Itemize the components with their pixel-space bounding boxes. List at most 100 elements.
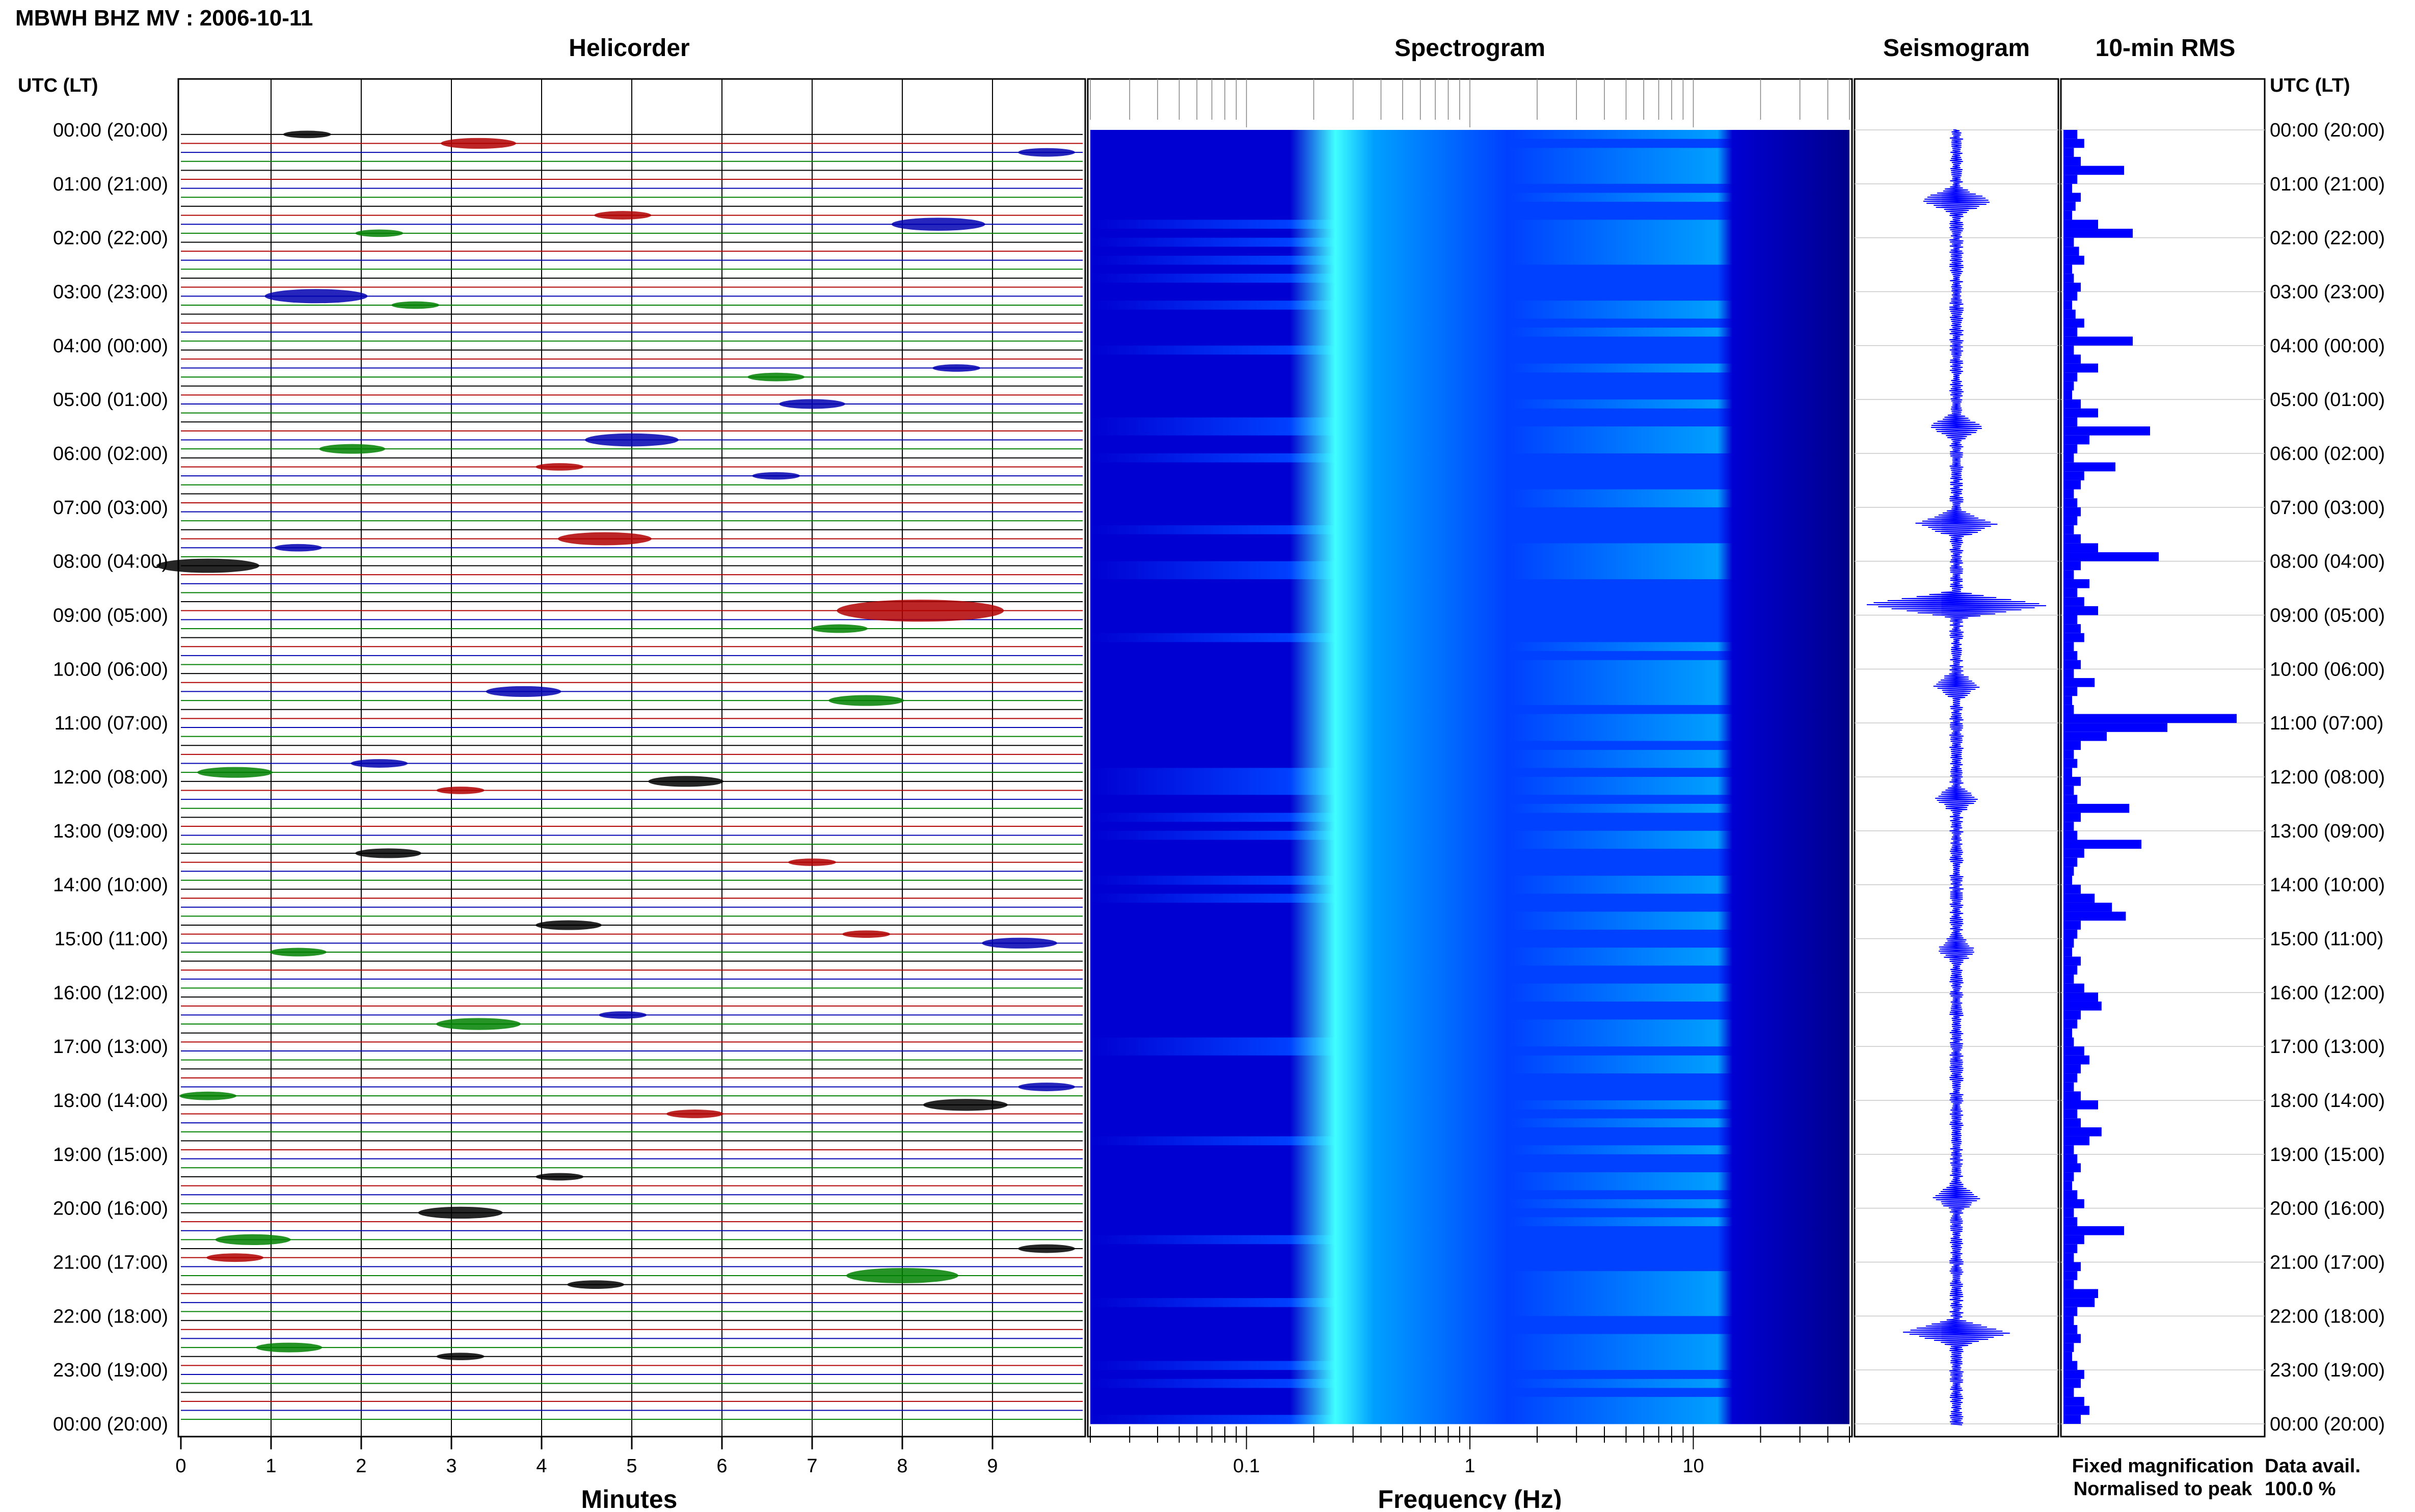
rms-bar xyxy=(2063,390,2072,400)
spectrogram-row xyxy=(1090,1145,1849,1155)
helicorder-event xyxy=(1018,1244,1076,1253)
helicorder-event xyxy=(585,433,679,447)
time-label-right: 03:00 (23:00) xyxy=(2270,282,2385,303)
spectrogram-row xyxy=(1090,444,1849,454)
station-title: MBWH BHZ MV : 2006-10-11 xyxy=(15,6,313,31)
spectrogram-row xyxy=(1090,381,1849,391)
rms-bar xyxy=(2063,696,2072,705)
rms-bar xyxy=(2063,1262,2081,1272)
spectrogram-x-tick-label: 0.1 xyxy=(1233,1455,1260,1477)
helicorder-event xyxy=(557,532,652,546)
spectrogram-row xyxy=(1090,1235,1849,1245)
rms-bar xyxy=(2063,193,2081,202)
spectrogram-row xyxy=(1090,390,1849,400)
time-label-right: 09:00 (05:00) xyxy=(2270,605,2385,627)
rms-bar xyxy=(2063,1064,2081,1074)
rms-bar xyxy=(2063,992,2098,1002)
rms-bar xyxy=(2063,1199,2084,1208)
spectrogram-row xyxy=(1090,1172,1849,1182)
rms-bar xyxy=(2063,1010,2081,1020)
time-label-left: 00:00 (20:00) xyxy=(53,120,168,141)
helicorder-x-tick-label: 6 xyxy=(716,1455,727,1477)
rms-bar xyxy=(2063,1415,2081,1424)
helicorder-event xyxy=(599,1011,647,1019)
rms-bar xyxy=(2063,1325,2078,1334)
rms-bar xyxy=(2063,1154,2078,1164)
helicorder-event xyxy=(264,289,368,304)
time-label-right: 12:00 (08:00) xyxy=(2270,767,2385,788)
time-label-left: 20:00 (16:00) xyxy=(53,1198,168,1220)
spectrogram-row xyxy=(1090,579,1849,589)
rms-bar xyxy=(2063,813,2081,822)
spectrogram-row xyxy=(1090,884,1849,894)
spectrogram-row xyxy=(1090,175,1849,184)
helicorder-event xyxy=(891,218,985,231)
rms-bar xyxy=(2063,516,2078,526)
spectrogram-row xyxy=(1090,399,1849,409)
spectrogram-row xyxy=(1090,328,1849,337)
time-labels-left: 00:00 (20:00) 01:00 (21:00) 02:00 (22:00) 0… xyxy=(53,120,168,1435)
helicorder-x-tick-label: 8 xyxy=(897,1455,907,1477)
rms-bar xyxy=(2063,1163,2081,1173)
spectrogram-row xyxy=(1090,992,1849,1002)
time-label-left: 19:00 (15:00) xyxy=(53,1144,168,1166)
spectrogram-row xyxy=(1090,183,1849,193)
spectrogram-row xyxy=(1090,840,1849,849)
spectrogram-row xyxy=(1090,1217,1849,1227)
helicorder-event xyxy=(486,686,561,697)
spectrogram-row xyxy=(1090,669,1849,679)
rms-bar xyxy=(2063,318,2084,328)
time-label-right: 02:00 (22:00) xyxy=(2270,228,2385,249)
rms-bar xyxy=(2063,148,2074,157)
rms-bar xyxy=(2063,1334,2081,1343)
spectrogram-row xyxy=(1090,345,1849,355)
spectrogram-row xyxy=(1090,1343,1849,1353)
time-label-left: 05:00 (01:00) xyxy=(53,389,168,411)
rms-bar xyxy=(2063,1181,2072,1191)
helicorder-event xyxy=(270,948,327,957)
time-label-right: 22:00 (18:00) xyxy=(2270,1306,2385,1327)
spectrogram-row xyxy=(1090,426,1849,436)
time-label-right: 07:00 (03:00) xyxy=(2270,497,2385,519)
spectrogram-row xyxy=(1090,1289,1849,1299)
spectrogram-row xyxy=(1090,202,1849,211)
spectrogram-x-ticks: 0.1 1 10 xyxy=(1090,1426,1850,1477)
time-label-left: 01:00 (21:00) xyxy=(53,174,168,195)
helicorder-event xyxy=(1018,1083,1076,1091)
spectrogram-row xyxy=(1090,139,1849,148)
rms-bar xyxy=(2063,255,2084,265)
time-label-right: 11:00 (07:00) xyxy=(2270,713,2383,734)
spectrogram-row xyxy=(1090,516,1849,526)
rms-bar xyxy=(2063,435,2089,445)
time-label-right: 05:00 (01:00) xyxy=(2270,389,2385,411)
spectrogram-row xyxy=(1090,813,1849,822)
helicorder-event xyxy=(837,600,1004,622)
helicorder-x-tick-label: 3 xyxy=(446,1455,457,1477)
rms-bar xyxy=(2063,894,2095,903)
spectrogram-row xyxy=(1090,1154,1849,1164)
helicorder-x-tick-label: 0 xyxy=(175,1455,186,1477)
spectrogram-row xyxy=(1090,1370,1849,1380)
helicorder-event xyxy=(256,1342,323,1353)
rms-bar xyxy=(2063,1118,2081,1127)
rms-bar xyxy=(2063,1217,2078,1226)
time-label-right: 15:00 (11:00) xyxy=(2270,929,2383,950)
rms-bar xyxy=(2063,561,2081,571)
spectrogram-row xyxy=(1090,1352,1849,1362)
rms-bar xyxy=(2063,229,2133,238)
helicorder-event xyxy=(441,138,517,149)
spectrogram-row xyxy=(1090,1325,1849,1335)
spectrogram-row xyxy=(1090,1109,1849,1119)
rms-bar xyxy=(2063,876,2072,885)
time-label-left: 12:00 (08:00) xyxy=(53,767,168,788)
rms-bar xyxy=(2063,902,2112,912)
helicorder-event xyxy=(355,229,404,237)
time-label-left: 14:00 (10:00) xyxy=(53,875,168,896)
rms-bar xyxy=(2063,462,2115,472)
seismogram-title: Seismogram xyxy=(1883,35,2030,62)
spectrogram-row xyxy=(1090,1415,1849,1424)
time-label-left: 04:00 (00:00) xyxy=(53,335,168,357)
spectrogram-row xyxy=(1090,1298,1849,1308)
rms-bar xyxy=(2063,624,2081,633)
spectrogram-row xyxy=(1090,741,1849,750)
